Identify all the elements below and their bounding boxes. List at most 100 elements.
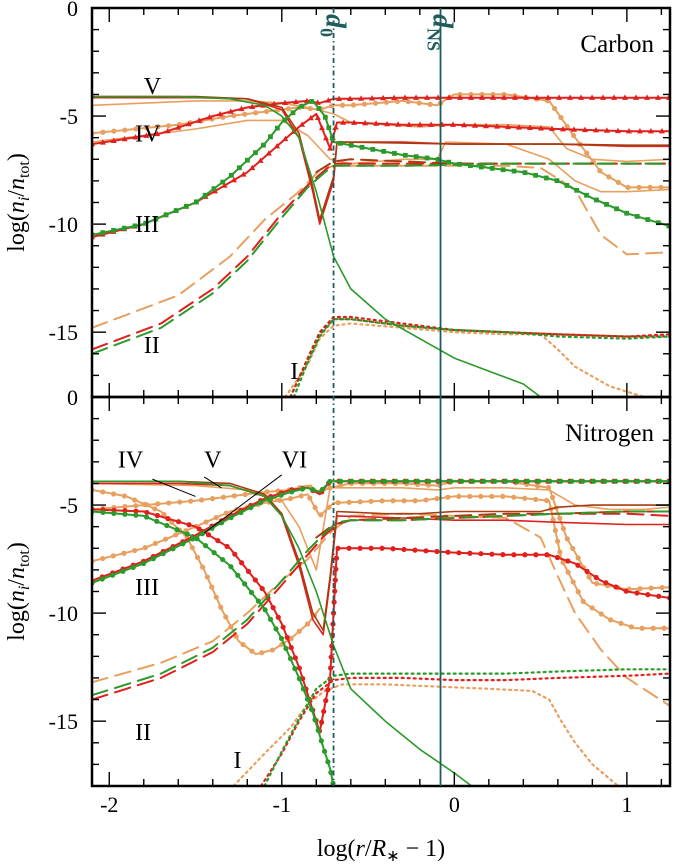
series-line xyxy=(92,510,670,697)
data-point xyxy=(557,515,563,521)
data-point xyxy=(490,91,496,98)
data-point xyxy=(335,545,341,551)
data-point xyxy=(287,655,294,662)
panel-title: Nitrogen xyxy=(565,420,654,447)
data-point xyxy=(274,142,281,149)
curves xyxy=(92,478,670,786)
data-point xyxy=(223,510,229,516)
data-point xyxy=(489,165,495,171)
data-point xyxy=(644,94,651,100)
data-point xyxy=(327,478,333,485)
data-point xyxy=(544,497,550,504)
data-point xyxy=(565,558,571,564)
data-point xyxy=(183,203,189,209)
data-point xyxy=(130,564,136,570)
data-point xyxy=(194,554,201,560)
ion-label: I xyxy=(290,359,298,385)
data-point xyxy=(526,124,533,131)
data-point xyxy=(358,95,365,101)
data-point xyxy=(492,478,498,484)
data-point xyxy=(175,519,182,525)
data-point xyxy=(456,550,462,556)
data-point xyxy=(456,493,462,500)
data-point xyxy=(549,494,556,501)
data-point xyxy=(185,120,192,127)
data-point xyxy=(380,94,387,101)
data-point xyxy=(270,605,276,611)
data-point xyxy=(325,759,331,765)
data-point xyxy=(634,214,640,219)
data-point xyxy=(274,125,280,131)
data-point xyxy=(160,551,166,557)
data-point xyxy=(604,201,609,207)
data-point xyxy=(658,184,664,190)
data-point xyxy=(257,157,264,163)
data-point xyxy=(404,478,410,484)
data-point xyxy=(614,127,621,134)
data-point xyxy=(292,98,299,105)
data-point xyxy=(416,100,422,106)
data-point xyxy=(220,556,226,563)
data-point xyxy=(545,485,552,491)
data-point xyxy=(635,478,641,484)
data-point xyxy=(554,554,561,561)
data-point xyxy=(564,182,570,188)
data-point xyxy=(269,647,275,653)
data-point xyxy=(624,210,630,216)
data-point xyxy=(239,560,245,566)
series-line xyxy=(92,99,670,236)
data-point xyxy=(318,124,325,131)
data-point xyxy=(144,125,150,131)
data-point xyxy=(639,625,645,631)
data-point xyxy=(575,555,581,561)
data-point xyxy=(267,616,274,622)
data-point xyxy=(633,94,640,100)
x-axis-label: log(r/R∗ − 1) xyxy=(317,836,445,865)
data-point xyxy=(445,549,451,555)
data-point xyxy=(501,94,508,100)
data-point xyxy=(479,91,485,98)
series-line xyxy=(92,119,670,193)
data-point xyxy=(357,499,363,505)
data-point xyxy=(467,493,473,500)
data-point xyxy=(382,478,388,484)
data-point xyxy=(586,574,592,580)
data-point xyxy=(278,635,285,642)
data-point xyxy=(230,176,237,183)
data-point xyxy=(470,478,476,484)
data-point xyxy=(424,155,430,161)
series-line xyxy=(92,162,670,355)
series-line xyxy=(92,93,670,189)
series-line xyxy=(292,318,670,397)
series-line xyxy=(92,512,670,701)
data-point xyxy=(371,478,377,484)
data-point xyxy=(150,556,156,562)
data-point xyxy=(213,515,219,521)
data-point xyxy=(326,504,332,510)
data-point xyxy=(111,510,117,516)
data-point xyxy=(613,584,619,590)
data-point xyxy=(434,495,440,502)
data-point xyxy=(659,584,665,591)
data-point xyxy=(245,568,252,574)
data-point xyxy=(196,117,203,123)
data-point xyxy=(321,708,327,715)
ion-label: II xyxy=(135,720,151,746)
data-point xyxy=(500,552,506,558)
data-point xyxy=(193,199,199,205)
data-point xyxy=(224,543,230,550)
data-point xyxy=(273,626,279,632)
data-point xyxy=(211,550,217,556)
marker-label: d0 xyxy=(317,14,351,37)
data-point xyxy=(379,545,385,551)
data-point xyxy=(232,551,238,557)
data-point xyxy=(560,559,566,566)
data-point xyxy=(164,127,171,134)
data-point xyxy=(314,99,321,105)
y-tick-label: -5 xyxy=(60,493,78,518)
data-point xyxy=(268,134,273,140)
ion-label: VI xyxy=(282,448,307,474)
data-point xyxy=(511,168,517,174)
data-point xyxy=(133,503,139,509)
